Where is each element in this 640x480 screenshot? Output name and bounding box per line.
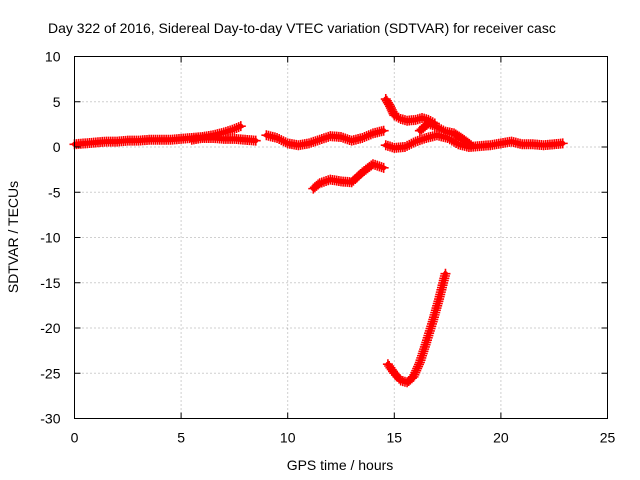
- x-tick-label: 10: [280, 430, 296, 446]
- data-point: [361, 131, 372, 142]
- y-tick-label: -15: [40, 275, 60, 291]
- data-point: [378, 125, 389, 136]
- data-point: [272, 132, 283, 143]
- chart-title: Day 322 of 2016, Sidereal Day-to-day VTE…: [48, 20, 556, 36]
- series-arc-6: [380, 130, 568, 153]
- data-point: [431, 122, 442, 133]
- series-arc-5: [380, 94, 440, 129]
- data-point: [391, 111, 402, 122]
- data-point: [235, 121, 246, 132]
- y-tick-label: 0: [53, 139, 61, 155]
- data-point: [427, 120, 438, 131]
- data-point: [409, 369, 420, 380]
- y-tick-labels: -30 -25 -20 -15 -10 -5 0 5 10: [40, 49, 60, 427]
- x-tick-labels: 0 5 10 15 20 25: [71, 430, 616, 446]
- y-tick-label: -20: [40, 320, 60, 336]
- y-tick-label: -25: [40, 365, 60, 381]
- data-point: [425, 119, 436, 130]
- x-tick-label: 25: [600, 430, 616, 446]
- series-arc-8: [382, 268, 451, 388]
- data-point: [278, 136, 289, 147]
- axis-ticks: [74, 56, 608, 419]
- series-arc-7: [414, 118, 477, 151]
- data-point: [436, 124, 447, 135]
- x-tick-label: 15: [387, 430, 403, 446]
- data-point: [410, 367, 421, 378]
- y-tick-label: 5: [53, 94, 61, 110]
- series-arc-2: [186, 132, 261, 146]
- y-tick-label: -10: [40, 230, 60, 246]
- data-point: [393, 112, 404, 123]
- data-point: [464, 138, 475, 149]
- series-arc-3: [261, 125, 389, 151]
- y-tick-label: 10: [45, 49, 61, 65]
- data-point: [406, 138, 417, 149]
- data-point: [389, 110, 400, 121]
- data-point: [411, 365, 422, 376]
- series-layer: [69, 94, 568, 388]
- data-point: [227, 124, 238, 135]
- data-point: [408, 137, 419, 148]
- data-point: [229, 123, 240, 134]
- data-point: [429, 121, 440, 132]
- plot-frame: [74, 56, 608, 419]
- data-point: [412, 363, 423, 374]
- data-point: [280, 137, 291, 148]
- grid: [74, 56, 608, 419]
- data-point: [233, 122, 244, 133]
- data-point: [359, 132, 370, 143]
- data-point: [399, 142, 410, 152]
- x-tick-label: 5: [177, 430, 185, 446]
- data-point: [404, 139, 415, 150]
- y-tick-label: -30: [40, 411, 60, 427]
- y-tick-label: -5: [48, 184, 61, 200]
- data-point: [413, 361, 424, 372]
- data-point: [274, 134, 285, 145]
- data-point: [363, 130, 374, 141]
- data-point: [378, 162, 389, 173]
- data-point: [276, 135, 287, 146]
- data-point: [438, 125, 449, 136]
- data-point: [423, 118, 434, 129]
- data-point: [466, 140, 477, 151]
- data-point: [357, 132, 368, 143]
- data-point: [408, 371, 419, 382]
- data-point: [365, 129, 376, 140]
- data-point: [231, 122, 242, 133]
- data-point: [413, 359, 424, 370]
- x-axis-title: GPS time / hours: [287, 457, 394, 473]
- data-point: [402, 140, 413, 151]
- data-point: [434, 123, 445, 134]
- data-point: [440, 268, 451, 279]
- x-tick-label: 20: [493, 430, 509, 446]
- data-point: [557, 138, 568, 149]
- x-tick-label: 0: [71, 430, 79, 446]
- series-arc-4: [308, 159, 389, 194]
- data-point: [451, 138, 462, 149]
- data-point: [250, 135, 261, 146]
- y-axis-title: SDTVAR / TECUs: [5, 181, 21, 293]
